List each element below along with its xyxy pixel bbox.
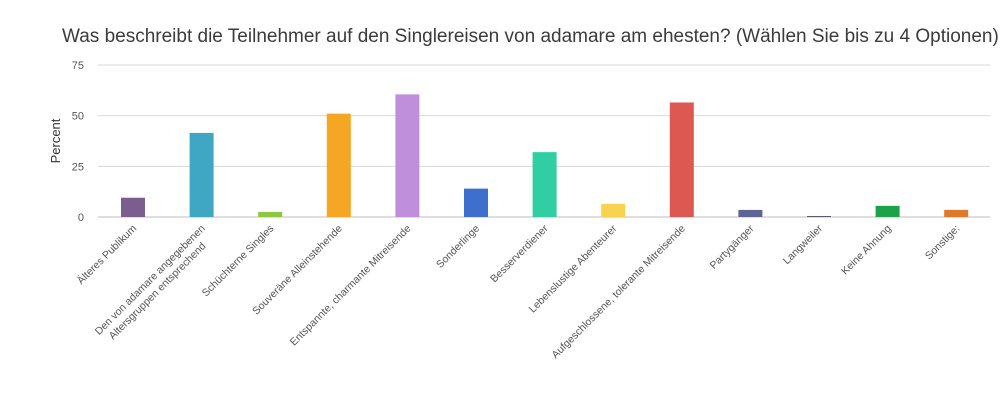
y-axis-label: Percent	[48, 118, 63, 163]
x-tick-label: Älteres Publikum	[75, 222, 139, 286]
bar	[944, 209, 969, 217]
bar	[669, 102, 694, 217]
x-tick-label: Sonstige:	[923, 223, 962, 262]
bar	[807, 215, 831, 217]
bar	[601, 203, 626, 217]
y-tick-label: 0	[78, 212, 84, 224]
y-tick-labels: 0 25 50 75	[72, 60, 84, 224]
x-tick-label: Keine Ahnung	[839, 223, 894, 278]
x-tick-label: Besserverdiener	[488, 222, 551, 285]
x-tick-label: Schüchterne Singles	[200, 223, 277, 300]
bar	[189, 132, 214, 217]
bar	[121, 197, 145, 217]
bar	[738, 209, 763, 217]
bar	[258, 211, 283, 217]
bar	[326, 113, 351, 217]
x-tick-label: Langweiler	[781, 222, 826, 267]
bar	[532, 152, 557, 217]
bar	[464, 188, 488, 217]
y-tick-label: 50	[72, 111, 84, 123]
bars	[121, 94, 969, 217]
y-tick-label: 75	[72, 60, 84, 72]
x-tick-label: Aufgeschlossene, tolerante Mitreisende	[549, 223, 688, 362]
x-tick-label: Entspannte, charmante Mitreisende	[288, 223, 414, 349]
bar	[395, 94, 420, 217]
x-tick-label: Partygänger	[708, 222, 757, 271]
x-tick-label: Sonderlinge	[434, 223, 482, 271]
chart-title: Was beschreibt die Teilnehmer auf den Si…	[62, 26, 999, 47]
bar	[875, 205, 900, 217]
y-tick-label: 25	[72, 161, 84, 173]
